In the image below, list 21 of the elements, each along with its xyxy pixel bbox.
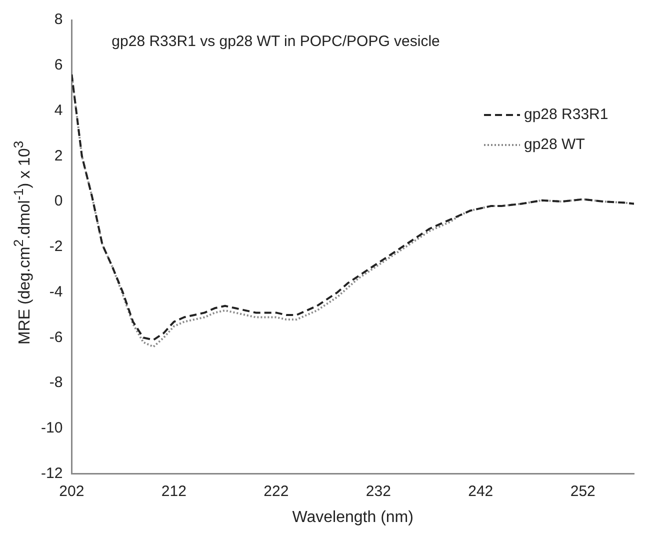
x-tick-label: 252 <box>570 482 596 500</box>
text: gp28 R33R1 vs gp28 WT in POPC/POPG vesicle <box>112 33 440 50</box>
y-tick-label: -12 <box>40 464 63 482</box>
y-tick-label: -4 <box>49 283 63 300</box>
y-tick-label: 0 <box>54 192 63 210</box>
x-tick-label: 232 <box>366 482 391 500</box>
x-tick-label: 202 <box>59 482 84 500</box>
y-tick-label: 2 <box>54 147 63 164</box>
y-tick-label: 4 <box>54 102 63 119</box>
y-tick-label: -2 <box>49 238 63 256</box>
y-tick-label: 8 <box>54 11 63 28</box>
x-axis-title: Wavelength (nm) <box>292 508 414 526</box>
y-tick-label: 6 <box>54 56 63 74</box>
x-tick-label: 242 <box>468 482 494 500</box>
legend-label: gp28 R33R1 <box>524 106 608 124</box>
legend-label: gp28 WT <box>524 136 585 154</box>
y-tick-label: -6 <box>49 328 63 346</box>
y-tick-label: -10 <box>40 420 63 437</box>
x-tick-label: 212 <box>161 482 186 500</box>
x-tick-label: 222 <box>264 482 289 500</box>
y-tick-label: -8 <box>49 374 63 392</box>
